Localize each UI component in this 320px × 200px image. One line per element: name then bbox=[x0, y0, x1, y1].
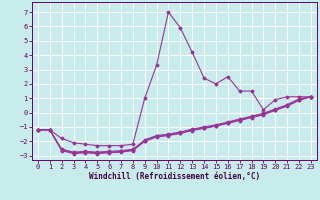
X-axis label: Windchill (Refroidissement éolien,°C): Windchill (Refroidissement éolien,°C) bbox=[89, 172, 260, 181]
